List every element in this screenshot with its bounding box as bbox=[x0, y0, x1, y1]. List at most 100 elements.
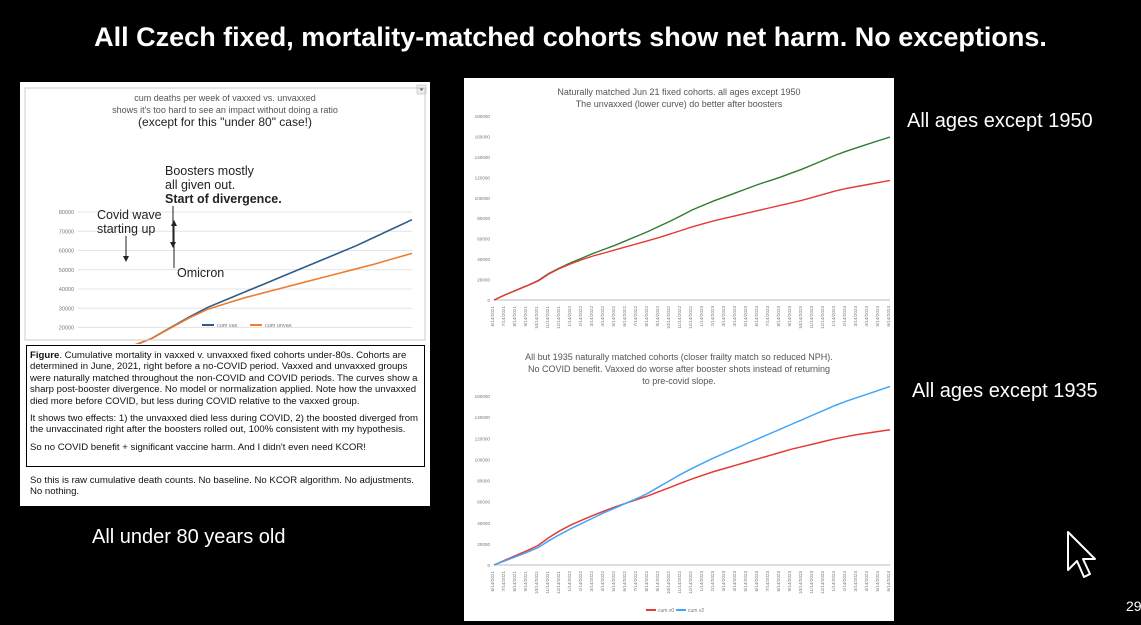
x-tick-label: 9/14/2023 bbox=[787, 306, 792, 327]
y-tick-label: 120000 bbox=[475, 436, 491, 441]
y-tick-label: 0 bbox=[487, 298, 490, 303]
mouse-cursor-icon bbox=[1067, 531, 1096, 578]
x-tick-label: 4/14/2022 bbox=[600, 571, 605, 592]
page-number: 29 bbox=[1126, 598, 1141, 614]
x-tick-label: 11/14/2023 bbox=[809, 571, 814, 594]
x-tick-label: 9/14/2021 bbox=[523, 306, 528, 327]
x-tick-label: 6/14/2022 bbox=[622, 571, 627, 592]
annot-omicron: Omicron bbox=[177, 266, 224, 280]
y-tick-label: 60000 bbox=[477, 237, 490, 242]
x-tick-label: 12/14/2022 bbox=[688, 306, 693, 329]
annot-boosters-2: all given out. bbox=[165, 178, 235, 192]
chart-title-line1: cum deaths per week of vaxxed vs. unvaxx… bbox=[134, 93, 316, 103]
figure-para-2: It shows two effects: 1) the unvaxxed di… bbox=[30, 413, 419, 436]
x-tick-label: 2/14/2022 bbox=[578, 306, 583, 327]
x-tick-label: 3/14/2022 bbox=[589, 571, 594, 592]
x-tick-label: 8/14/2022 bbox=[644, 571, 649, 592]
y-tick-label: 120000 bbox=[475, 175, 491, 180]
y-tick-label: 70000 bbox=[59, 229, 74, 235]
y-tick-label: 40000 bbox=[477, 521, 490, 526]
x-tick-label: 9/14/2021 bbox=[523, 571, 528, 592]
x-tick-label: 2/14/2023 bbox=[710, 306, 715, 327]
x-tick-label: 6/14/2023 bbox=[754, 306, 759, 327]
x-tick-label: 6/14/2024 bbox=[886, 306, 891, 327]
x-tick-label: 12/14/2021 bbox=[556, 571, 561, 594]
chart2-subtitle: The unvaxxed (lower curve) do better aft… bbox=[575, 99, 783, 109]
legend-label: cum unvax bbox=[265, 323, 292, 329]
label-under-80: All under 80 years old bbox=[92, 526, 286, 548]
figure-para-3: So no COVID benefit + significant vaccin… bbox=[30, 441, 366, 453]
x-tick-label: 6/14/2021 bbox=[490, 306, 495, 327]
figure-para-4: So this is raw cumulative death counts. … bbox=[30, 475, 414, 498]
x-tick-label: 1/14/2022 bbox=[567, 306, 572, 327]
arrow-head bbox=[171, 220, 177, 226]
y-tick-label: 180000 bbox=[475, 114, 491, 119]
x-tick-label: 4/14/2023 bbox=[732, 306, 737, 327]
x-tick-label: 7/14/2022 bbox=[633, 571, 638, 592]
x-tick-label: 11/14/2021 bbox=[545, 306, 550, 329]
x-tick-label: 10/14/2021 bbox=[534, 571, 539, 594]
x-tick-label: 2/14/2022 bbox=[578, 571, 583, 592]
x-tick-label: 12/14/2023 bbox=[820, 571, 825, 594]
series-line bbox=[493, 385, 891, 566]
x-tick-label: 8/14/2023 bbox=[776, 306, 781, 327]
chart-border bbox=[24, 87, 426, 341]
y-tick-label: 80000 bbox=[477, 479, 490, 484]
annot-covid-2: starting up bbox=[97, 222, 155, 236]
x-tick-label: 6/14/2024 bbox=[886, 571, 891, 592]
x-tick-label: 10/14/2023 bbox=[798, 306, 803, 329]
bottom-right-figure-panel: 0 20000 40000 60000 80000 100000 120000 140000 1… bbox=[464, 346, 894, 621]
y-tick-label: 0 bbox=[487, 563, 490, 568]
y-tick-label: 30000 bbox=[59, 306, 74, 312]
x-tick-label: 9/14/2022 bbox=[655, 306, 660, 327]
chart3-title: All but 1935 naturally matched cohorts (… bbox=[525, 352, 833, 362]
x-tick-label: 8/14/2022 bbox=[644, 306, 649, 327]
x-tick-label: 4/14/2024 bbox=[864, 571, 869, 592]
y-tick-label: 100000 bbox=[475, 196, 491, 201]
y-tick-label: 20000 bbox=[59, 326, 74, 332]
chart-subtitle: (except for this "under 80" case!) bbox=[138, 115, 312, 129]
x-tick-label: 9/14/2023 bbox=[787, 571, 792, 592]
x-tick-label: 5/14/2024 bbox=[875, 571, 880, 592]
x-tick-label: 6/14/2021 bbox=[490, 571, 495, 592]
chart-under80: 0100002000030000400005000060000700008000… bbox=[24, 84, 427, 344]
legend-label: cum vax bbox=[217, 323, 238, 329]
y-tick-label: 140000 bbox=[475, 155, 491, 160]
series-line bbox=[493, 179, 891, 301]
x-tick-label: 10/14/2022 bbox=[666, 306, 671, 329]
y-tick-label: 160000 bbox=[475, 394, 491, 399]
x-tick-label: 1/14/2022 bbox=[567, 571, 572, 592]
chart-except-1935: 0 20000 40000 60000 80000 100000 120000 140000 1… bbox=[475, 385, 891, 614]
y-tick-label: 20000 bbox=[477, 542, 490, 547]
x-tick-label: 6/14/2023 bbox=[754, 571, 759, 592]
slide-title: All Czech fixed, mortality-matched cohor… bbox=[94, 22, 1047, 52]
label-except-1935: All ages except 1935 bbox=[912, 380, 1098, 402]
x-tick-label: 7/14/2022 bbox=[633, 306, 638, 327]
series-line bbox=[493, 136, 891, 301]
x-tick-label: 1/14/2024 bbox=[831, 571, 836, 592]
legend-label: cum v0 bbox=[658, 608, 674, 614]
x-tick-label: 1/14/2023 bbox=[699, 306, 704, 327]
x-tick-label: 8/14/2021 bbox=[512, 571, 517, 592]
x-tick-label: 10/14/2021 bbox=[534, 306, 539, 329]
x-tick-label: 9/14/2022 bbox=[655, 571, 660, 592]
x-tick-label: 5/14/2024 bbox=[875, 306, 880, 327]
x-tick-label: 3/14/2024 bbox=[853, 306, 858, 327]
chart2-title: Naturally matched Jun 21 fixed cohorts. … bbox=[557, 87, 801, 97]
figure-caption-box bbox=[26, 345, 425, 467]
x-tick-label: 2/14/2024 bbox=[842, 571, 847, 592]
x-tick-label: 4/14/2022 bbox=[600, 306, 605, 327]
x-tick-label: 11/14/2023 bbox=[809, 306, 814, 329]
x-tick-label: 7/14/2021 bbox=[501, 306, 506, 327]
x-tick-label: 1/14/2023 bbox=[699, 571, 704, 592]
chart-except-1950: 0 20000 40000 60000 80000 100000 120000 140000 1… bbox=[475, 114, 891, 329]
chart-title-line2: shows it's too hard to see an impact wit… bbox=[112, 105, 338, 115]
arrow-head bbox=[123, 256, 129, 262]
series-line bbox=[135, 218, 413, 344]
x-tick-label: 11/14/2021 bbox=[545, 571, 550, 594]
y-tick-label: 40000 bbox=[477, 257, 490, 262]
x-tick-label: 1/14/2024 bbox=[831, 306, 836, 327]
legend-label: cum v2 bbox=[688, 608, 704, 614]
x-tick-label: 12/14/2022 bbox=[688, 571, 693, 594]
figure-caption: Figure. Cumulative mortality in vaxxed v… bbox=[30, 350, 425, 459]
